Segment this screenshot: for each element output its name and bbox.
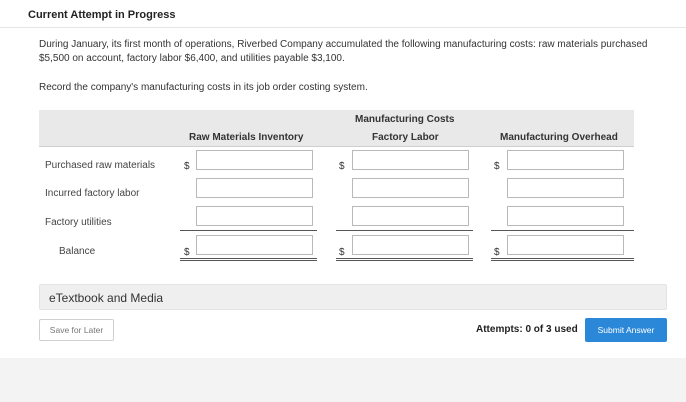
input-purchased-raw-materials-factory-labor[interactable]: [352, 150, 469, 170]
column-header-raw-materials: Raw Materials Inventory: [189, 132, 304, 143]
balance-double-rule: [180, 258, 317, 261]
currency-symbol: $: [339, 247, 345, 258]
input-incurred-factory-labor-factory-labor[interactable]: [352, 178, 469, 198]
input-balance-raw-materials[interactable]: [196, 235, 313, 255]
input-factory-utilities-raw-materials[interactable]: [196, 206, 313, 226]
attempts-counter: Attempts: 0 of 3 used: [476, 324, 578, 335]
save-for-later-button[interactable]: Save for Later: [39, 319, 114, 341]
input-balance-factory-labor[interactable]: [352, 235, 469, 255]
input-factory-utilities-overhead[interactable]: [507, 206, 624, 226]
input-factory-utilities-factory-labor[interactable]: [352, 206, 469, 226]
input-incurred-factory-labor-raw-materials[interactable]: [196, 178, 313, 198]
instruction-text: Record the company's manufacturing costs…: [39, 82, 368, 93]
row-label-factory-utilities: Factory utilities: [45, 217, 112, 228]
balance-double-rule: [491, 258, 634, 261]
input-purchased-raw-materials-raw-materials[interactable]: [196, 150, 313, 170]
etextbook-media-panel[interactable]: eTextbook and Media: [39, 284, 667, 310]
currency-symbol: $: [339, 161, 345, 172]
input-purchased-raw-materials-overhead[interactable]: [507, 150, 624, 170]
currency-symbol: $: [184, 161, 190, 172]
input-incurred-factory-labor-overhead[interactable]: [507, 178, 624, 198]
attempt-title: Current Attempt in Progress: [28, 9, 176, 21]
column-header-factory-labor: Factory Labor: [372, 132, 439, 143]
row-label-balance: Balance: [59, 246, 96, 257]
total-rule: [336, 230, 473, 231]
balance-double-rule: [336, 258, 473, 261]
question-card: Current Attempt in Progress During Janua…: [0, 0, 686, 358]
currency-symbol: $: [494, 247, 500, 258]
row-label-purchased-raw-materials: Purchased raw materials: [45, 160, 156, 171]
total-rule: [180, 230, 317, 231]
column-header-manufacturing-overhead: Manufacturing Overhead: [500, 132, 618, 143]
question-text: During January, its first month of opera…: [39, 39, 648, 64]
submit-answer-button[interactable]: Submit Answer: [585, 318, 667, 342]
group-header: Manufacturing Costs: [355, 114, 455, 125]
currency-symbol: $: [184, 247, 190, 258]
input-balance-overhead[interactable]: [507, 235, 624, 255]
row-label-incurred-factory-labor: Incurred factory labor: [45, 188, 140, 199]
etextbook-media-label: eTextbook and Media: [49, 291, 164, 305]
total-rule: [491, 230, 634, 231]
currency-symbol: $: [494, 161, 500, 172]
table-header: Manufacturing Costs Raw Materials Invent…: [39, 110, 634, 147]
attempt-header: Current Attempt in Progress: [0, 0, 686, 28]
